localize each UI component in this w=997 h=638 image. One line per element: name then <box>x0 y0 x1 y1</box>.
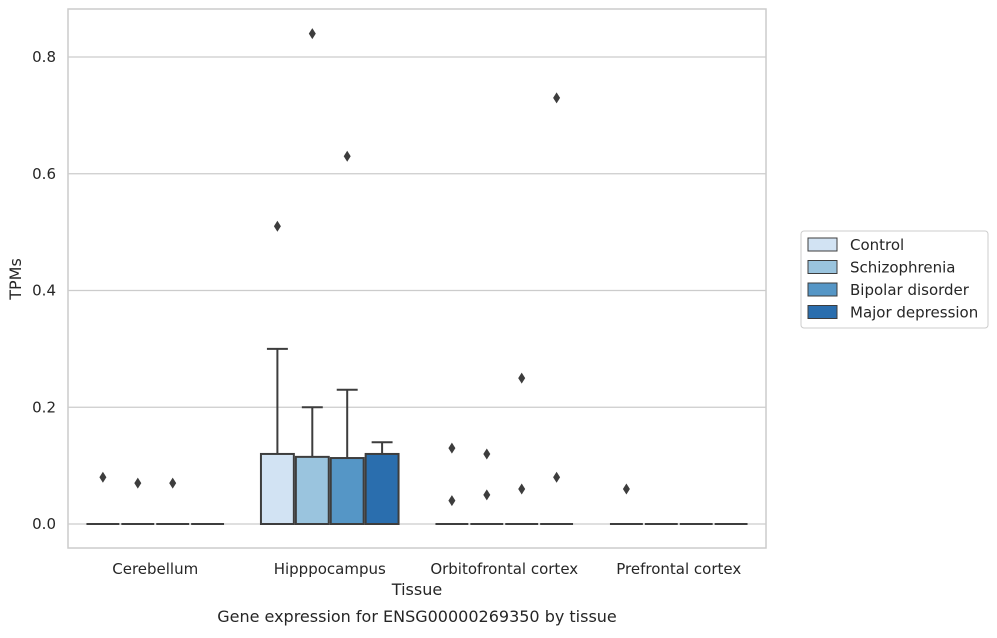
box-1-1 <box>294 28 330 525</box>
x-tick-label: Prefrontal cortex <box>616 560 741 578</box>
x-tick-label: Orbitofrontal cortex <box>430 560 578 578</box>
legend: Control Schizophrenia Bipolar disorder Majo… <box>800 230 989 329</box>
outlier-point <box>169 477 177 489</box>
outlier-point <box>308 28 316 40</box>
outlier-point <box>99 471 107 483</box>
outlier-point <box>553 471 561 483</box>
x-axis-label: Tissue <box>391 580 442 599</box>
box-series <box>86 28 748 526</box>
box-0-2 <box>156 477 190 525</box>
outlier-point <box>134 477 142 489</box>
legend-swatch <box>807 305 838 319</box>
y-tick-label: 0.4 <box>32 282 56 300</box>
box-body <box>364 452 400 526</box>
box-0-0 <box>86 471 120 525</box>
chart-caption: Gene expression for ENSG00000269350 by t… <box>217 607 617 626</box>
outlier-point <box>448 442 456 454</box>
legend-label: Major depression <box>850 304 978 322</box>
x-tick-label: Cerebellum <box>112 560 198 578</box>
outlier-point <box>448 495 456 507</box>
legend-label: Schizophrenia <box>850 259 955 277</box>
outlier-point <box>343 150 351 162</box>
legend-swatch <box>807 237 838 252</box>
outlier-point <box>553 92 561 104</box>
plot-frame <box>67 8 767 549</box>
y-tick-label: 0.0 <box>32 515 56 533</box>
box-0-1 <box>121 477 155 525</box>
box-2-0 <box>435 442 469 525</box>
outlier-point <box>273 220 281 232</box>
y-axis-label: TPMs <box>6 258 25 301</box>
box-2-3 <box>540 92 574 525</box>
outlier-point <box>622 483 630 495</box>
box-1-0 <box>259 220 295 526</box>
y-axis-ticks: 0.0 0.2 0.4 0.6 0.8 <box>32 48 56 533</box>
plot-background <box>68 9 766 548</box>
box-1-2 <box>329 150 365 526</box>
box-1-3 <box>364 441 400 526</box>
outlier-point <box>518 483 526 495</box>
box-body <box>329 457 365 526</box>
legend-swatch <box>807 260 838 274</box>
box-body <box>259 452 295 526</box>
box-body <box>294 455 330 525</box>
y-tick-label: 0.2 <box>32 398 56 416</box>
legend-swatch <box>807 282 838 297</box>
box-3-0 <box>609 483 643 525</box>
y-tick-label: 0.6 <box>32 165 56 183</box>
x-axis-ticks: Cerebellum Hipppocampus Orbitofrontal cort… <box>112 560 741 578</box>
box-2-2 <box>505 372 539 525</box>
box-2-1 <box>470 448 504 525</box>
outlier-point <box>483 489 491 501</box>
x-tick-label: Hipppocampus <box>274 560 386 578</box>
legend-frame <box>800 230 989 329</box>
legend-label: Bipolar disorder <box>850 281 970 299</box>
outlier-point <box>483 448 491 460</box>
y-tick-label: 0.8 <box>32 48 56 66</box>
outlier-point <box>518 372 526 384</box>
legend-label: Control <box>850 236 904 254</box>
